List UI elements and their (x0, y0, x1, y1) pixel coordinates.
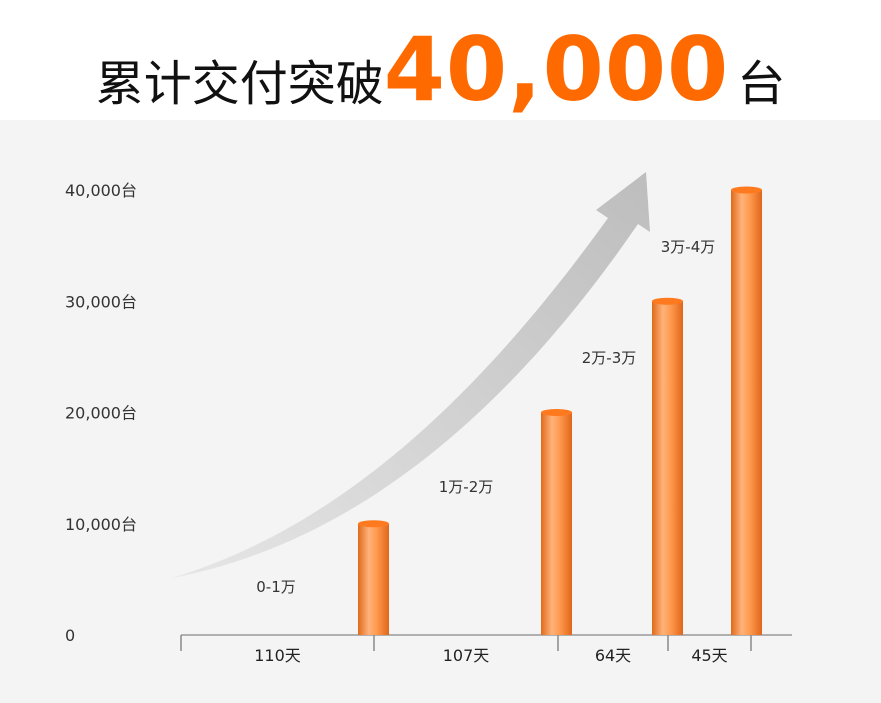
bar-cap (652, 297, 683, 305)
bar (731, 186, 762, 635)
y-tick-label: 30,000台 (65, 292, 137, 311)
bar-body (541, 412, 572, 635)
title-prefix: 累计交付突破 (95, 56, 384, 112)
bar-body (358, 523, 389, 635)
y-tick-label: 10,000台 (65, 515, 137, 534)
title-suffix: 台 (737, 56, 786, 112)
bar-cap (541, 409, 572, 416)
trend-arrow-shape (172, 172, 650, 578)
duration-label: 107天 (443, 646, 490, 665)
duration-label: 64天 (595, 646, 631, 665)
range-label: 1万-2万 (439, 478, 494, 496)
range-label: 0-1万 (256, 578, 296, 596)
bar-cap (358, 520, 389, 528)
duration-label: 45天 (691, 646, 727, 665)
chart-title: 累计交付突破40,000 台 (0, 18, 881, 121)
title-band: 累计交付突破40,000 台 (0, 0, 881, 121)
range-label: 3万-4万 (661, 238, 716, 256)
title-number: 40,000 (383, 18, 730, 121)
chart-panel: 0 10,000台 20,000台 30,000台 40,000台 110天 0-1万 10… (0, 120, 881, 703)
y-tick-label: 20,000台 (65, 404, 137, 423)
duration-label: 110天 (254, 646, 301, 665)
trend-arrow (172, 172, 650, 578)
bar (358, 520, 389, 635)
y-tick-label: 40,000台 (65, 181, 137, 200)
range-label: 2万-3万 (582, 349, 637, 367)
bar-cap (731, 186, 762, 194)
bar-chart: 0 10,000台 20,000台 30,000台 40,000台 110天 0-1万 10… (65, 172, 792, 665)
bar (541, 409, 572, 635)
bar-body (652, 301, 683, 635)
y-tick-label: 0 (65, 626, 75, 645)
bar (652, 297, 683, 635)
bar-body (731, 190, 762, 635)
